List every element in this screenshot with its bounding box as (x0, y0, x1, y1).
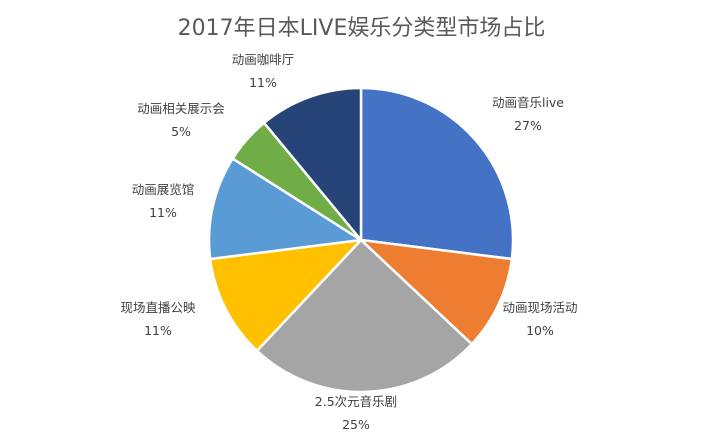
pie-slice-7 (262, 86, 363, 242)
slice-percent-7: 11% (249, 75, 277, 90)
slice-label-5: 动画展览馆 (132, 182, 195, 197)
slice-label-2: 动画现场活动 (502, 300, 577, 315)
slice-label-7: 动画咖啡厅 (232, 52, 295, 67)
pie-labels: 动画音乐live 27% 动画现场活动 10% 2.5次元音乐剧 25% 现场直播公映 11%… (120, 52, 577, 432)
slice-percent-4: 11% (144, 323, 172, 338)
slice-percent-1: 27% (514, 118, 542, 133)
pie-slice-4 (208, 238, 363, 353)
pie-slice-5 (207, 157, 363, 261)
slice-percent-3: 25% (342, 417, 370, 432)
slice-label-6: 动画相关展示会 (137, 101, 225, 116)
slice-label-3: 2.5次元音乐剧 (315, 394, 397, 409)
slice-percent-2: 10% (526, 323, 554, 338)
chart-title: 2017年日本LIVE娱乐分类型市场占比 (177, 16, 546, 41)
slice-percent-5: 11% (149, 205, 177, 220)
slice-percent-6: 5% (171, 124, 191, 139)
pie-slice-1 (359, 86, 515, 261)
pie-slices (207, 86, 515, 394)
slice-label-4: 现场直播公映 (120, 300, 196, 315)
pie-slice-2 (359, 238, 514, 346)
pie-slice-3 (255, 238, 474, 394)
slice-label-1: 动画音乐live (492, 95, 564, 110)
